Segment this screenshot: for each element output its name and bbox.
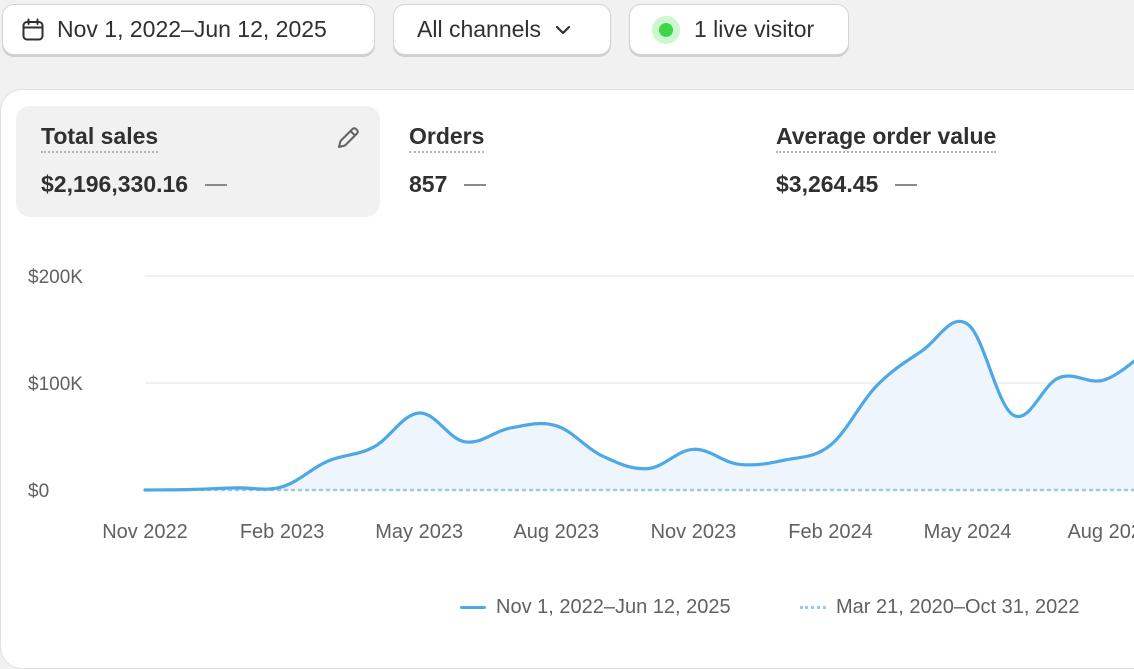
metric-orders[interactable]: Orders 857 — [393, 106, 733, 217]
x-tick-label: Nov 2023 — [651, 521, 737, 543]
channels-dropdown[interactable]: All channels — [393, 4, 611, 55]
channels-label: All channels — [417, 16, 542, 42]
x-tick-label: Feb 2024 — [788, 521, 873, 543]
no-change-indicator — [464, 183, 487, 186]
legend-solid-line-icon — [460, 605, 486, 609]
x-tick-label: Aug 2023 — [513, 521, 599, 543]
filter-bar: Nov 1, 2022–Jun 12, 2025 All channels 1 … — [0, 0, 1134, 72]
date-range-label: Nov 1, 2022–Jun 12, 2025 — [57, 16, 327, 42]
metric-value: $2,196,330.16 — [41, 171, 189, 197]
x-tick-label: May 2024 — [924, 521, 1012, 543]
x-tick-label: Aug 202 — [1067, 521, 1134, 543]
no-change-indicator — [205, 183, 228, 186]
y-tick-label: $100K — [28, 374, 83, 395]
live-visitors-button[interactable]: 1 live visitor — [629, 4, 849, 55]
live-visitors-label: 1 live visitor — [694, 16, 815, 42]
chevron-down-icon — [553, 20, 573, 40]
series-line-current — [143, 320, 1134, 492]
metric-total-sales[interactable]: Total sales $2,196,330.16 — [16, 106, 380, 217]
no-change-indicator — [895, 183, 918, 186]
metric-label: Orders — [409, 122, 485, 153]
pencil-icon[interactable] — [334, 124, 362, 157]
date-range-picker-button[interactable]: Nov 1, 2022–Jun 12, 2025 — [2, 4, 375, 55]
x-tick-label: May 2023 — [375, 521, 463, 543]
legend-dotted-line-icon — [800, 605, 826, 609]
metric-label: Average order value — [776, 122, 997, 153]
x-tick-label: Nov 2022 — [102, 521, 188, 543]
legend-previous-period[interactable]: Mar 21, 2020–Oct 31, 2022 — [800, 592, 1080, 622]
metric-average-order-value[interactable]: Average order value $3,264.45 — [760, 106, 1134, 217]
legend-previous-label: Mar 21, 2020–Oct 31, 2022 — [836, 595, 1080, 618]
y-tick-label: $200K — [28, 267, 83, 288]
metric-value: 857 — [409, 171, 448, 197]
calendar-icon — [21, 18, 45, 42]
sales-line-chart: $200K $100K $0 Nov 2022 Feb 2023 May 2023 Aug … — [28, 267, 1134, 543]
legend-current-period[interactable]: Nov 1, 2022–Jun 12, 2025 — [460, 592, 731, 622]
y-tick-label: $0 — [28, 481, 49, 502]
metric-label: Total sales — [41, 122, 159, 153]
live-status-icon — [652, 15, 680, 44]
legend-current-label: Nov 1, 2022–Jun 12, 2025 — [496, 595, 731, 618]
series-area-current — [145, 321, 1134, 490]
x-tick-label: Feb 2023 — [240, 521, 325, 543]
metric-value: $3,264.45 — [776, 171, 879, 197]
